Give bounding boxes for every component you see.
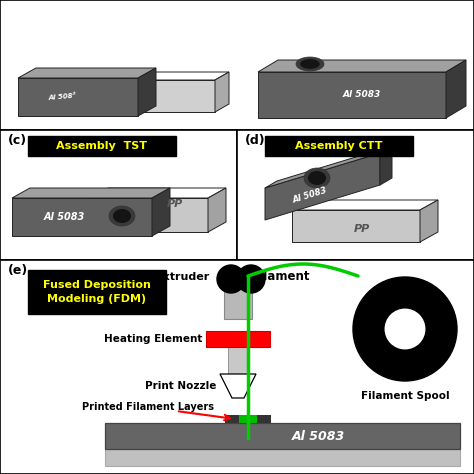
Polygon shape xyxy=(152,188,170,236)
Bar xyxy=(224,276,252,319)
Polygon shape xyxy=(12,198,152,236)
Polygon shape xyxy=(220,374,256,398)
Polygon shape xyxy=(258,60,466,72)
Text: Al 5083: Al 5083 xyxy=(44,212,85,222)
Text: Heating Element: Heating Element xyxy=(104,334,202,344)
Text: (c): (c) xyxy=(8,134,27,147)
Text: Al 508³: Al 508³ xyxy=(48,93,76,101)
Ellipse shape xyxy=(308,171,326,185)
Text: (d): (d) xyxy=(245,134,265,147)
Ellipse shape xyxy=(113,209,131,223)
Bar xyxy=(105,449,460,466)
Text: Printed Filament Layers: Printed Filament Layers xyxy=(82,402,214,412)
Text: Fused Deposition
Modeling (FDM): Fused Deposition Modeling (FDM) xyxy=(43,281,151,304)
Bar xyxy=(0,130,237,260)
Text: Al 5083: Al 5083 xyxy=(292,185,328,204)
Text: Extruder: Extruder xyxy=(155,272,209,282)
Text: PP: PP xyxy=(354,224,370,234)
Ellipse shape xyxy=(304,168,330,188)
FancyBboxPatch shape xyxy=(28,136,176,156)
Polygon shape xyxy=(446,60,466,118)
Bar xyxy=(228,347,248,374)
Bar xyxy=(237,130,474,260)
Polygon shape xyxy=(265,146,392,188)
Polygon shape xyxy=(215,72,229,112)
Bar xyxy=(206,331,270,347)
Polygon shape xyxy=(420,200,438,242)
Ellipse shape xyxy=(296,57,324,71)
Polygon shape xyxy=(12,188,170,198)
Polygon shape xyxy=(380,146,392,185)
Circle shape xyxy=(385,309,425,349)
Text: Assembly CTT: Assembly CTT xyxy=(295,141,383,151)
Ellipse shape xyxy=(300,59,320,69)
Polygon shape xyxy=(90,198,208,232)
Circle shape xyxy=(353,277,457,381)
Text: (e): (e) xyxy=(8,264,28,277)
Polygon shape xyxy=(265,153,380,220)
Text: Print Nozzle: Print Nozzle xyxy=(145,381,216,391)
Text: Al 5083: Al 5083 xyxy=(292,429,345,443)
Polygon shape xyxy=(292,200,438,210)
FancyBboxPatch shape xyxy=(265,136,413,156)
Circle shape xyxy=(217,265,245,293)
Bar xyxy=(105,423,460,449)
Ellipse shape xyxy=(109,206,135,226)
Polygon shape xyxy=(18,78,138,116)
Polygon shape xyxy=(258,72,446,118)
FancyBboxPatch shape xyxy=(28,270,166,314)
Bar xyxy=(239,415,257,423)
Circle shape xyxy=(237,265,265,293)
Bar xyxy=(225,415,271,423)
Polygon shape xyxy=(90,188,226,198)
Text: PP: PP xyxy=(167,199,183,209)
Polygon shape xyxy=(138,68,156,116)
Polygon shape xyxy=(120,80,215,112)
Polygon shape xyxy=(120,72,229,80)
Polygon shape xyxy=(208,188,226,232)
Text: Assembly  TST: Assembly TST xyxy=(56,141,147,151)
Polygon shape xyxy=(18,68,156,78)
Text: PP Filament: PP Filament xyxy=(230,270,310,283)
Bar xyxy=(0,0,474,130)
Polygon shape xyxy=(292,210,420,242)
Bar xyxy=(0,260,474,474)
Text: Filament Spool: Filament Spool xyxy=(361,391,449,401)
Text: Al 5083: Al 5083 xyxy=(343,90,381,99)
